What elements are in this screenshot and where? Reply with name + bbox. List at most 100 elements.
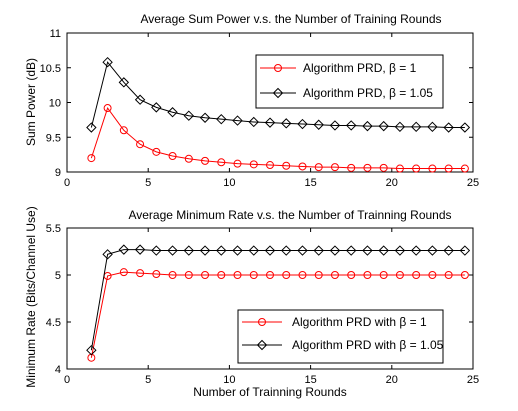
legend-label: Algorithm PRD with β = 1 [292,315,427,329]
data-point [201,156,210,165]
data-point [216,245,227,256]
data-point [410,245,422,256]
data-point [298,162,307,171]
data-point [330,271,339,279]
data-point [264,117,276,128]
data-point [362,120,373,132]
data-point [134,94,146,105]
legend-entry: Algorithm PRD with β = 1.05 [242,338,444,352]
data-point [347,271,356,279]
series-line [90,249,465,351]
data-point [167,245,178,256]
series-layer [86,244,471,362]
data-point [394,121,406,133]
data-point [459,245,471,256]
data-point [297,118,308,130]
data-point [151,245,162,256]
y-tick-label: 4.5 [46,317,61,329]
y-axis-label: Sum Power (dB) [24,58,38,146]
x-tick-label: 15 [304,177,316,189]
x-axis-label: Number of Trainning Rounds [193,385,346,399]
data-point [282,271,291,279]
data-point [266,161,274,170]
x-tick-label: 15 [304,374,316,386]
legend-label: Algorithm PRD with β = 1.05 [292,338,444,352]
x-tick-label: 0 [64,374,70,386]
data-point [199,245,211,256]
sum-power-chart: Average Sum Power v.s. the Number of Tra… [24,12,479,189]
series-line [90,271,465,358]
data-point [427,245,438,256]
data-point [118,77,130,88]
axis-ticks: 0 5 10 15 20 25 9 9.5 10 10.5 11 [40,28,480,189]
data-point [201,271,210,279]
data-point [167,107,178,118]
data-point [249,160,258,169]
x-tick-label: 5 [145,177,151,189]
data-point [86,122,97,133]
data-point [119,126,128,135]
data-point [378,120,389,132]
data-point [395,271,404,279]
data-point [313,119,324,130]
data-point [233,271,242,279]
legend-entry: Algorithm PRD, β = 1.05 [260,86,433,100]
data-point [249,271,258,279]
data-point [102,249,113,260]
data-point [152,147,161,156]
data-point [266,271,274,279]
data-point [168,152,177,161]
data-point [460,164,469,173]
legend-box [237,309,444,364]
data-point [297,245,308,256]
y-tick-label: 9 [55,167,61,179]
y-tick-label: 10.5 [40,63,61,75]
axis-ticks: 0 5 10 15 20 25 4 4.5 5 5.5 [46,223,479,386]
data-point [443,245,454,256]
legend-entry: Algorithm PRD with β = 1 [242,315,427,329]
legend-marker [272,87,284,99]
y-tick-label: 5.5 [46,223,61,235]
data-point [184,154,193,163]
x-tick-label: 0 [64,177,70,189]
data-point [460,271,469,279]
data-point [183,245,195,256]
chart-title: Average Minimum Rate v.s. the Number of … [128,208,451,222]
data-point [428,164,437,173]
series-line [90,106,465,170]
data-point [118,244,130,255]
data-point [199,112,211,123]
data-point [184,271,193,279]
data-point [217,158,226,167]
legend-marker [274,64,282,72]
data-point [363,271,372,279]
y-tick-label: 4 [55,364,61,376]
x-tick-label: 20 [386,177,398,189]
data-point [410,121,422,133]
data-point [330,163,339,172]
data-point [444,271,453,279]
legend-label: Algorithm PRD, β = 1 [303,61,417,75]
data-point [412,164,421,173]
x-tick-label: 20 [386,374,398,386]
data-point [136,140,145,149]
data-point [444,164,453,173]
x-tick-label: 10 [223,374,235,386]
data-point [378,245,389,256]
data-point [345,245,357,256]
data-point [233,159,242,168]
data-point [87,154,96,163]
y-tick-label: 9.5 [46,132,61,144]
data-point [248,245,259,256]
data-point [119,268,128,277]
y-axis-label: Minimum Rate (Bits/Channel Use) [24,206,38,387]
data-point [134,244,146,255]
data-point [394,245,406,256]
series-layer [86,56,471,173]
data-point [168,271,177,279]
data-point [379,271,388,279]
data-point [443,122,454,133]
data-point [379,163,388,172]
legend-marker [258,318,266,326]
data-point [329,245,341,256]
